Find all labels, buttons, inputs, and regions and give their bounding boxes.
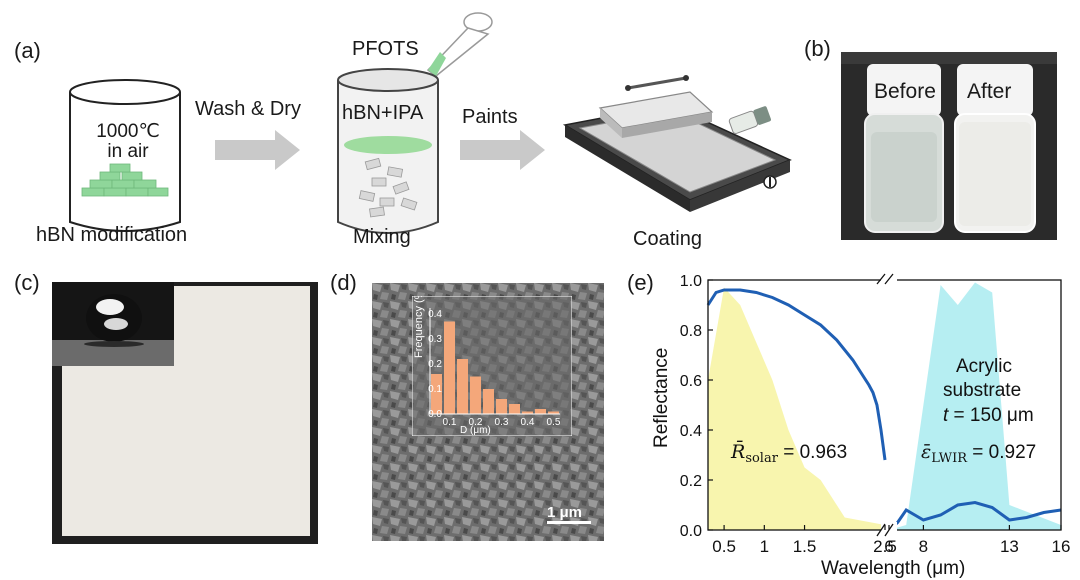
inset-x-tick: 0.1 <box>443 417 457 428</box>
panel-a-label: (a) <box>14 38 41 63</box>
thickness-label: t = 150 μm <box>943 405 1034 426</box>
spectrum-band-0 <box>708 287 885 530</box>
x-tick-label: 1.5 <box>793 537 817 556</box>
y-tick-label: 0.0 <box>680 523 702 540</box>
histogram-bar <box>548 411 559 414</box>
mixing-beaker <box>337 68 439 234</box>
arrow1-label: Wash & Dry <box>195 98 301 120</box>
y-tick-label: 0.6 <box>680 373 702 390</box>
histogram-bar <box>457 359 468 414</box>
x-axis-label: Wavelength (μm) <box>821 558 965 579</box>
inset-y-tick: 0.0 <box>428 409 442 420</box>
inset-y-tick: 0.3 <box>428 334 442 345</box>
step3-caption: Coating <box>633 228 702 250</box>
y-tick-label: 0.2 <box>680 473 702 490</box>
heating-beaker <box>69 79 181 232</box>
reflectance-series-1 <box>888 500 1062 532</box>
inset-x-label: D (μm) <box>460 425 491 436</box>
x-tick-label: 13 <box>1000 537 1019 556</box>
step1-caption: hBN modification <box>36 224 188 246</box>
x-tick-label: 1 <box>760 537 769 556</box>
coating-photo <box>52 282 318 544</box>
histogram-bar <box>535 409 546 414</box>
histogram-bar <box>496 399 507 414</box>
pfots-label: PFOTS <box>352 38 419 60</box>
bottles-photo <box>841 52 1057 240</box>
mix-content-label: hBN+IPA <box>342 102 424 124</box>
y-tick-label: 1.0 <box>680 273 702 290</box>
panel-a-schematic <box>69 12 792 234</box>
step2-caption: Mixing <box>353 226 411 248</box>
histogram-bar <box>444 321 455 414</box>
substrate-label-line1: Acrylic <box>956 356 1012 377</box>
e-lwir-label: ε̄LWIR = 0.927 <box>921 441 1036 466</box>
inset-x-tick: 0.3 <box>495 417 509 428</box>
histogram-bar <box>470 376 481 414</box>
beaker-temp-text: 1000℃ <box>96 121 160 142</box>
paint-tube-icon <box>728 106 771 135</box>
spectrum-band-1 <box>889 282 1061 530</box>
reflectance-chart: 0.0 0.2 0.4 0.6 0.8 1.0 0.5 1 1.5 2.56 8 13 16 Refl… <box>651 270 1071 579</box>
histogram-bar <box>431 374 442 414</box>
scale-bar-label: 1 μm <box>547 504 583 521</box>
inset-x-tick: 0.5 <box>547 417 561 428</box>
bottle-after-label: After <box>967 80 1012 103</box>
panel-d-label: (d) <box>330 270 357 295</box>
reflectance-series-0 <box>706 288 887 461</box>
histogram-bar <box>509 404 520 414</box>
arrow2-label: Paints <box>462 106 518 128</box>
x-tick-label: 8 <box>919 537 928 556</box>
coating-machine <box>562 75 792 212</box>
inset-y-tick: 0.2 <box>428 359 442 370</box>
inset-y-tick: 0.1 <box>428 384 442 395</box>
x-tick-label: 0.5 <box>712 537 736 556</box>
pipette-icon <box>426 12 493 77</box>
arrow-2 <box>460 130 545 170</box>
inset-x-tick: 0.4 <box>521 417 535 428</box>
inset-histogram: 0.00.10.20.30.4 0.1 0.2 0.3 0.4 0.5 Frequenc… <box>412 296 572 436</box>
x-tick-label: 2.5 <box>873 537 897 556</box>
panel-e-label: (e) <box>627 270 654 295</box>
beaker-atmosphere-text: in air <box>107 141 149 162</box>
bottle-before-label: Before <box>874 80 936 103</box>
y-tick-label: 0.4 <box>680 423 702 440</box>
substrate-label-line2: substrate <box>943 380 1021 401</box>
histogram-bar <box>522 411 533 414</box>
x-tick-label: 6 <box>884 537 893 556</box>
panel-c-label: (c) <box>14 270 40 295</box>
arrow-1 <box>215 130 300 170</box>
y-tick-label: 0.8 <box>680 323 702 340</box>
inset-y-tick: 0.4 <box>428 309 442 320</box>
y-axis-label: Reflectance <box>651 348 672 448</box>
inset-y-label: Frequency (%) <box>413 296 425 358</box>
r-solar-label: R̄solar = 0.963 <box>730 440 847 466</box>
histogram-bar <box>483 389 494 414</box>
x-tick-label: 16 <box>1052 537 1071 556</box>
panel-b-label: (b) <box>804 36 831 61</box>
inset-x-tick: 0.2 <box>469 417 483 428</box>
